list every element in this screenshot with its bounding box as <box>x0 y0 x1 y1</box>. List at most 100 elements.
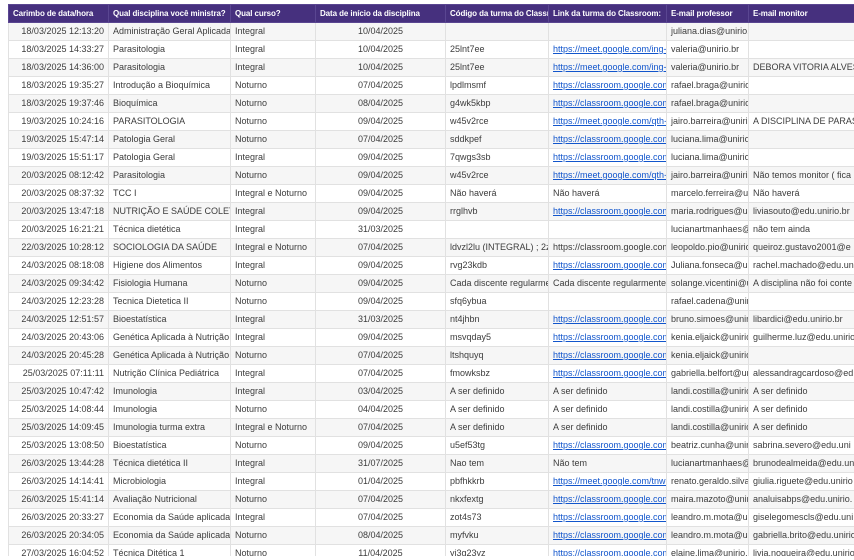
cell-code: myfvku <box>445 526 549 545</box>
classroom-link[interactable]: https://classroom.google.com/c/N <box>553 206 666 216</box>
cell-code: nkxfextg <box>445 490 549 509</box>
table-row: 25/03/2025 13:08:50 Bioestatística Noturno… <box>8 436 854 455</box>
cell-professor: elaine.lima@unirio.br <box>666 544 749 556</box>
cell-discipline: Patologia Geral <box>108 148 231 167</box>
classroom-link[interactable]: https://classroom.google.com/c/N <box>553 548 666 556</box>
cell-monitor: sabrina.severo@edu.uni <box>748 436 854 455</box>
cell-professor: luciana.lima@unirio.br <box>666 148 749 167</box>
cell-start-date: 07/04/2025 <box>315 418 446 437</box>
cell-course: Integral <box>230 508 316 527</box>
cell-professor: leopoldo.pio@unirio.br <box>666 238 749 257</box>
cell-monitor: rachel.machado@edu.un <box>748 256 854 275</box>
classroom-link[interactable]: https://classroom.google.com/c/N <box>553 80 666 90</box>
cell-professor: kenia.eljaick@unirio.br <box>666 328 749 347</box>
cell-professor: solange.vicentini@unirio <box>666 274 749 293</box>
cell-monitor: A disciplina não foi conte <box>748 274 854 293</box>
table-row: 26/03/2025 13:44:28 Técnica dietética II I… <box>8 454 854 473</box>
cell-start-date: 03/04/2025 <box>315 382 446 401</box>
cell-course: Noturno <box>230 436 316 455</box>
cell-course: Noturno <box>230 490 316 509</box>
classroom-link[interactable]: https://meet.google.com/qth-uqun <box>553 170 667 180</box>
classroom-link[interactable]: https://meet.google.com/tnw-hecn <box>553 476 666 486</box>
cell-course: Integral e Noturno <box>230 418 316 437</box>
cell-start-date: 09/04/2025 <box>315 292 446 311</box>
cell-link: https://classroom.google.com/c/N <box>548 256 667 275</box>
cell-professor: lucianartmanhaes@gma <box>666 220 749 239</box>
column-header-professor-email: E-mail professor <box>666 4 749 23</box>
cell-timestamp: 22/03/2025 10:28:12 <box>8 238 109 257</box>
cell-course: Noturno <box>230 544 316 556</box>
classroom-link[interactable]: https://meet.google.com/ing-bysp- <box>553 44 667 54</box>
cell-start-date: 07/04/2025 <box>315 346 446 365</box>
cell-timestamp: 26/03/2025 13:44:28 <box>8 454 109 473</box>
classroom-link[interactable]: https://classroom.google.com/c/N <box>553 332 666 342</box>
cell-link <box>548 22 667 41</box>
cell-professor: juliana.dias@unirio.br <box>666 22 749 41</box>
classroom-link[interactable]: https://classroom.google.com/c/N <box>553 440 666 450</box>
cell-timestamp: 20/03/2025 16:21:21 <box>8 220 109 239</box>
classroom-link[interactable]: https://classroom.google.com/c/N <box>553 350 666 360</box>
cell-professor: landi.costilla@unirio.br <box>666 400 749 419</box>
cell-course: Noturno <box>230 346 316 365</box>
cell-course: Noturno <box>230 76 316 95</box>
cell-course: Integral <box>230 328 316 347</box>
classroom-link[interactable]: https://classroom.google.com/c/N <box>553 98 666 108</box>
cell-discipline: Imunologia <box>108 400 231 419</box>
cell-timestamp: 19/03/2025 15:51:17 <box>8 148 109 167</box>
classroom-link[interactable]: https://meet.google.com/qth-uqun <box>553 116 667 126</box>
classroom-link[interactable]: https://meet.google.com/ing-bysp- <box>553 62 667 72</box>
responses-sheet: Carimbo de data/hora Qual disciplina voc… <box>8 4 854 556</box>
cell-monitor <box>748 148 854 167</box>
cell-monitor: livia.nogueira@edu.unirio <box>748 544 854 556</box>
cell-professor: leandro.m.mota@unirio.l <box>666 526 749 545</box>
cell-discipline: PARASITOLOGIA <box>108 112 231 131</box>
table-row: 18/03/2025 19:35:27 Introdução a Bioquími… <box>8 76 854 95</box>
cell-monitor: libardici@edu.unirio.br <box>748 310 854 329</box>
classroom-link[interactable]: https://classroom.google.com/c/N <box>553 260 666 270</box>
classroom-link[interactable]: https://classroom.google.com/c/N <box>553 368 666 378</box>
cell-course: Integral <box>230 310 316 329</box>
cell-link: https://classroom.google.com/c/N <box>548 364 667 383</box>
cell-professor: rafael.braga@unirio.br <box>666 76 749 95</box>
cell-timestamp: 20/03/2025 08:37:32 <box>8 184 109 203</box>
cell-discipline: Fisiologia Humana <box>108 274 231 293</box>
cell-timestamp: 27/03/2025 16:04:52 <box>8 544 109 556</box>
cell-discipline: Administração Geral Aplicada a Nutrição <box>108 22 231 41</box>
classroom-link[interactable]: https://classroom.google.com/c/N <box>553 512 666 522</box>
cell-timestamp: 18/03/2025 14:36:00 <box>8 58 109 77</box>
cell-course: Integral e Noturno <box>230 238 316 257</box>
cell-course: Integral <box>230 22 316 41</box>
cell-start-date: 01/04/2025 <box>315 472 446 491</box>
table-row: 20/03/2025 13:47:18 NUTRIÇÃO E SAÚDE COLE… <box>8 202 854 221</box>
cell-start-date: 10/04/2025 <box>315 40 446 59</box>
classroom-link[interactable]: https://classroom.google.com/c/N <box>553 134 666 144</box>
classroom-link[interactable]: https://classroom.google.com/c/N <box>553 152 666 162</box>
cell-professor: lucianartmanhaes@gma <box>666 454 749 473</box>
cell-timestamp: 18/03/2025 14:33:27 <box>8 40 109 59</box>
table-row: 25/03/2025 14:09:45 Imunologia turma extr… <box>8 418 854 437</box>
cell-professor: gabriella.belfort@unirio.t <box>666 364 749 383</box>
column-header-timestamp: Carimbo de data/hora <box>8 4 109 23</box>
cell-start-date: 31/03/2025 <box>315 220 446 239</box>
cell-monitor <box>748 22 854 41</box>
cell-code: sddkpef <box>445 130 549 149</box>
cell-course: Noturno <box>230 94 316 113</box>
table-row: 24/03/2025 20:45:28 Genética Aplicada à N… <box>8 346 854 365</box>
cell-course: Integral <box>230 220 316 239</box>
cell-monitor <box>748 346 854 365</box>
cell-monitor: alessandragcardoso@ed <box>748 364 854 383</box>
cell-monitor <box>748 40 854 59</box>
cell-code: ldvzl2lu (INTEGRAL) ; 2zplrv6s (NOTUR <box>445 238 549 257</box>
classroom-link[interactable]: https://classroom.google.com/c/N <box>553 494 666 504</box>
cell-link: https://classroom.google.com/c/N <box>548 490 667 509</box>
column-header-monitor-email: E-mail monitor <box>748 4 854 23</box>
column-header-start-date: Data de início da disciplina <box>315 4 446 23</box>
cell-discipline: Imunologia <box>108 382 231 401</box>
cell-professor: leandro.m.mota@unirio.l <box>666 508 749 527</box>
cell-course: Integral <box>230 202 316 221</box>
cell-link: https://classroom.google.com/c/N <box>548 544 667 556</box>
classroom-link[interactable]: https://classroom.google.com/c/N <box>553 530 666 540</box>
cell-timestamp: 25/03/2025 14:08:44 <box>8 400 109 419</box>
classroom-link[interactable]: https://classroom.google.com/c/N <box>553 314 666 324</box>
cell-course: Integral <box>230 256 316 275</box>
